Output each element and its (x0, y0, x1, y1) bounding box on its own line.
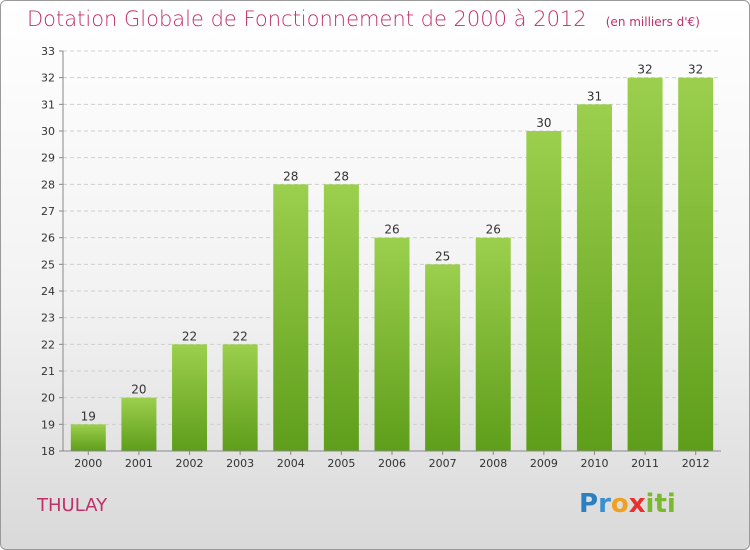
bar (526, 131, 562, 451)
bar (121, 397, 157, 451)
chart-title-unit: (en milliers d'€) (605, 15, 700, 29)
x-tick-label: 2012 (682, 457, 710, 470)
y-tick-label: 23 (41, 312, 55, 325)
x-tick-label: 2008 (479, 457, 507, 470)
bar (678, 77, 714, 452)
x-tick-label: 2004 (277, 457, 305, 470)
y-tick-label: 27 (41, 205, 55, 218)
bar (425, 264, 461, 451)
bar-value-label: 32 (637, 63, 652, 77)
y-tick-label: 26 (41, 232, 55, 245)
bar-value-label: 30 (536, 116, 551, 130)
y-tick-label: 29 (41, 152, 55, 165)
y-tick-label: 22 (41, 338, 55, 351)
bar-value-label: 26 (486, 223, 501, 237)
x-tick-label: 2001 (125, 457, 153, 470)
bar (374, 237, 410, 451)
x-tick-label: 2000 (74, 457, 102, 470)
bar (273, 184, 309, 452)
bar-value-label: 31 (587, 89, 602, 103)
y-tick-label: 21 (41, 365, 55, 378)
logo-letter: x (628, 489, 646, 519)
bar-value-label: 19 (81, 409, 96, 423)
bar-value-label: 25 (435, 249, 450, 263)
y-tick-label: 18 (41, 445, 55, 458)
y-tick-label: 20 (41, 392, 55, 405)
y-tick-label: 28 (41, 178, 55, 191)
x-tick-label: 2005 (327, 457, 355, 470)
x-tick-label: 2003 (226, 457, 254, 470)
x-tick-label: 2010 (580, 457, 608, 470)
bar-value-label: 22 (182, 329, 197, 343)
bar (576, 104, 612, 451)
bar-value-label: 22 (233, 329, 248, 343)
logo-letter: i (645, 489, 655, 519)
bar (222, 344, 258, 451)
bar (323, 184, 359, 452)
bar-value-label: 28 (334, 169, 349, 183)
x-tick-label: 2002 (176, 457, 204, 470)
chart-title-main: Dotation Globale de Fonctionnement de 20… (27, 7, 587, 31)
bar (627, 77, 663, 452)
logo-letter: i (666, 489, 676, 519)
chart-title: Dotation Globale de Fonctionnement de 20… (27, 7, 700, 31)
x-tick-label: 2009 (530, 457, 558, 470)
proxiti-logo: Proxiti (579, 489, 676, 519)
logo-letter: P (579, 489, 599, 519)
bar (70, 424, 106, 451)
y-tick-label: 19 (41, 418, 55, 431)
y-tick-label: 30 (41, 125, 55, 138)
x-tick-label: 2011 (631, 457, 659, 470)
bar-value-label: 20 (131, 383, 146, 397)
y-tick-label: 31 (41, 98, 55, 111)
axes (59, 50, 721, 455)
x-tick-label: 2007 (429, 457, 457, 470)
x-tick-label: 2006 (378, 457, 406, 470)
bar-value-label: 32 (688, 63, 703, 77)
bar (172, 344, 208, 451)
commune-name: THULAY (37, 495, 108, 516)
bar (475, 237, 511, 451)
logo-letter: o (610, 489, 629, 519)
labels: 18 19 20 21 22 23 24 25 26 27 28 29 30 31 32 33 19 2000 20… (41, 45, 710, 470)
y-tick-label: 25 (41, 258, 55, 271)
logo-letter: r (598, 489, 611, 519)
y-tick-label: 33 (41, 45, 55, 58)
y-tick-label: 24 (41, 285, 55, 298)
bar-value-label: 26 (384, 223, 399, 237)
bar-value-label: 28 (283, 169, 298, 183)
y-tick-label: 32 (41, 72, 55, 85)
logo-letter: t (654, 489, 667, 519)
bars (70, 77, 714, 452)
